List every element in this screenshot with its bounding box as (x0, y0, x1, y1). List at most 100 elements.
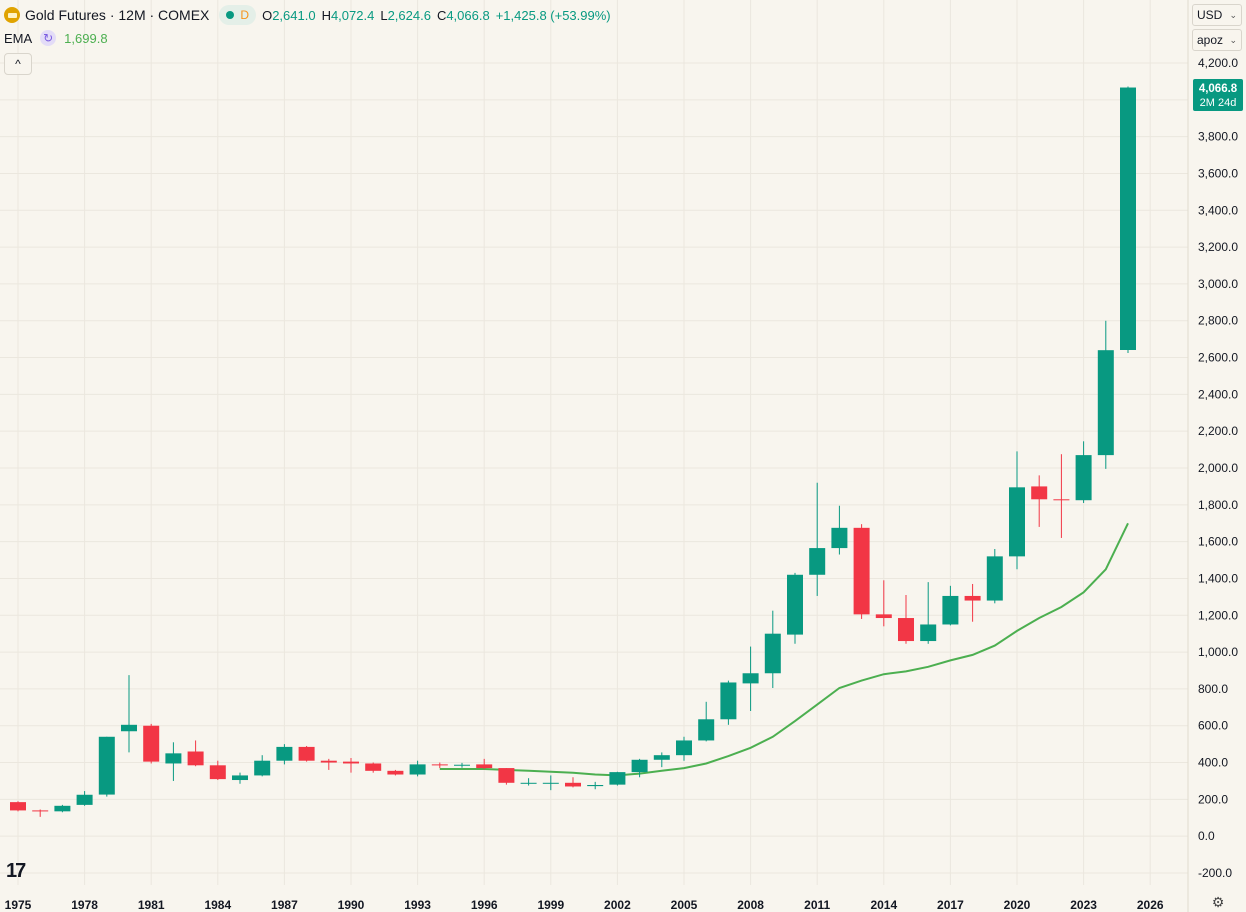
candle[interactable] (1031, 475, 1048, 527)
candle-body (542, 782, 559, 784)
candle[interactable] (498, 768, 515, 785)
candle[interactable] (143, 723, 160, 764)
candle[interactable] (365, 762, 382, 773)
candle[interactable] (787, 572, 803, 644)
change-value: +1,425.8 (+53.99%) (495, 7, 611, 23)
candle[interactable] (764, 610, 781, 688)
y-tick-label: 3,800.0 (1198, 130, 1238, 144)
y-tick-label: 800.0 (1198, 682, 1228, 696)
close-label: C (436, 7, 447, 23)
candle-body (232, 775, 248, 781)
ema-line (439, 522, 1129, 777)
y-tick-label: 1,000.0 (1198, 645, 1238, 659)
candle[interactable] (454, 762, 470, 768)
candle[interactable] (698, 701, 715, 742)
candle[interactable] (587, 781, 604, 790)
candle[interactable] (1009, 451, 1025, 570)
candle[interactable] (254, 755, 271, 777)
y-tick-label: 2,200.0 (1198, 424, 1238, 438)
y-axis[interactable]: 4,200.04,000.03,800.03,600.03,400.03,200… (1198, 56, 1238, 880)
candle-body (787, 574, 803, 635)
candle-body (1009, 487, 1025, 557)
candle-body (742, 673, 759, 684)
delayed-data-badge: D (240, 8, 250, 22)
y-tick-label: 0.0 (1198, 829, 1215, 843)
candle[interactable] (1097, 320, 1114, 469)
candle[interactable] (431, 762, 448, 769)
candle[interactable] (942, 585, 959, 626)
candle[interactable] (121, 675, 137, 753)
candle-body (986, 556, 1003, 601)
candle[interactable] (76, 791, 93, 806)
candle[interactable] (165, 742, 182, 781)
candle[interactable] (520, 778, 537, 786)
candle-body (520, 782, 537, 784)
candle-body (98, 736, 115, 795)
candle[interactable] (986, 549, 1003, 604)
candle[interactable] (54, 804, 71, 813)
candle[interactable] (609, 771, 626, 786)
y-tick-label: 1,800.0 (1198, 498, 1238, 512)
candle[interactable] (187, 740, 204, 767)
x-tick-label: 2002 (604, 898, 631, 912)
tradingview-logo-icon[interactable]: 17 (6, 860, 26, 882)
candle[interactable] (409, 760, 426, 777)
candle[interactable] (565, 777, 581, 788)
candle[interactable] (476, 758, 493, 769)
candle-body (143, 725, 160, 762)
candle[interactable] (653, 752, 670, 768)
candle[interactable] (343, 757, 359, 773)
candle-body (431, 764, 448, 766)
y-tick-label: 200.0 (1198, 792, 1228, 806)
symbol-title[interactable]: Gold Futures · 12M · COMEX (25, 7, 210, 23)
candle[interactable] (232, 772, 248, 784)
candle-body (454, 764, 470, 766)
market-status[interactable]: D (219, 5, 257, 25)
collapse-legend-button[interactable]: ^ (4, 53, 32, 75)
candle[interactable] (853, 524, 870, 619)
candle[interactable] (920, 582, 937, 644)
y-tick-label: 2,000.0 (1198, 461, 1238, 475)
candle[interactable] (98, 736, 115, 797)
currency-select[interactable]: USD ⌄ (1192, 4, 1242, 26)
candle[interactable] (209, 760, 226, 781)
candle[interactable] (542, 775, 559, 791)
candle[interactable] (964, 583, 981, 622)
candle[interactable] (298, 745, 315, 762)
candle[interactable] (387, 769, 404, 776)
gear-icon[interactable]: ⚙ (1211, 894, 1225, 910)
candle[interactable] (276, 744, 293, 765)
scale-select[interactable]: apoz ⌄ (1192, 29, 1242, 51)
candle[interactable] (831, 505, 848, 555)
candle[interactable] (875, 580, 892, 627)
candle-body (298, 746, 315, 761)
candle[interactable] (32, 809, 49, 817)
candle[interactable] (631, 758, 648, 778)
last-price-label-bg (1193, 79, 1243, 111)
candle[interactable] (720, 680, 737, 725)
candle-body (853, 527, 870, 615)
market-open-dot-icon (226, 11, 235, 19)
candle-body (387, 770, 404, 775)
candle[interactable] (320, 758, 337, 770)
y-tick-label: 400.0 (1198, 756, 1228, 770)
x-axis[interactable]: 1975 1978 1981 1984 1987 1990 1993 1996 1999 2002… (5, 898, 1164, 912)
candle-body (875, 614, 892, 619)
candle[interactable] (742, 646, 759, 711)
candle[interactable] (1075, 441, 1092, 503)
indicator-legend[interactable]: EMA ↻ 1,699.8 (4, 28, 108, 48)
indicator-name[interactable]: EMA (4, 30, 33, 46)
candle[interactable] (676, 736, 692, 761)
candle[interactable] (10, 801, 26, 812)
candle[interactable] (1053, 454, 1070, 538)
candle[interactable] (898, 595, 914, 644)
x-tick-label: 1993 (404, 898, 431, 912)
candle[interactable] (809, 482, 826, 596)
x-tick-label: 2008 (737, 898, 764, 912)
candle[interactable] (1120, 86, 1136, 354)
y-tick-label: 3,400.0 (1198, 203, 1238, 217)
high-value: 4,072.4 (330, 7, 375, 23)
open-value: 2,641.0 (272, 7, 316, 23)
